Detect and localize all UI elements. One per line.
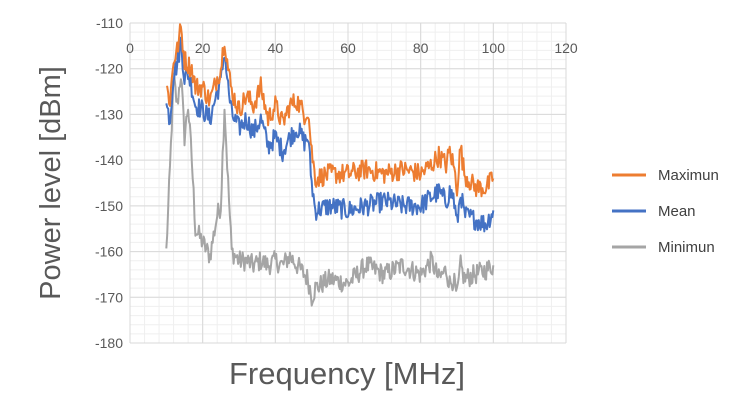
x-tick-label: 100 (482, 40, 506, 56)
x-tick-label: 60 (340, 40, 356, 56)
y-tick-label: -150 (95, 198, 123, 214)
legend-label-mean: Mean (658, 203, 696, 220)
series-layer (165, 23, 495, 307)
x-tick-label: 120 (554, 40, 578, 56)
tick-labels: -110 -120 -130 -140 -150 -160 -170 -180 0 20 40 60 8… (95, 15, 578, 351)
legend-label-maximun: Maximun (658, 167, 719, 184)
y-tick-label: -170 (95, 289, 123, 305)
y-tick-label: -160 (95, 244, 123, 260)
series-line-minimun (165, 72, 495, 307)
x-tick-label: 0 (126, 40, 134, 56)
series-line-maximun (165, 23, 495, 198)
x-tick-label: 40 (268, 40, 284, 56)
legend-label-minimun: Minimun (658, 239, 715, 256)
legend: Maximun Mean Minimun (612, 167, 719, 256)
y-tick-label: -120 (95, 61, 123, 77)
x-tick-label: 20 (195, 40, 211, 56)
y-tick-label: -130 (95, 106, 123, 122)
y-tick-label: -110 (96, 15, 123, 31)
plot-area: -110 -120 -130 -140 -150 -160 -170 -180 0 20 40 60 8… (95, 15, 578, 351)
x-tick-label: 80 (413, 40, 429, 56)
y-tick-label: -140 (95, 152, 123, 168)
y-axis-title: Power level [dBm] (35, 66, 67, 300)
x-axis-title: Frequency [MHz] (229, 356, 465, 391)
y-tick-label: -180 (95, 335, 123, 351)
